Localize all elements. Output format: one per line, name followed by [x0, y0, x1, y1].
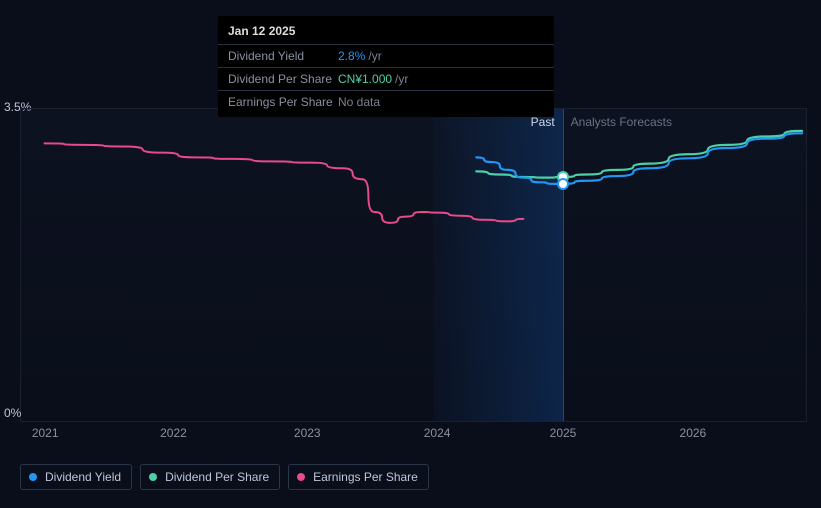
legend-item[interactable]: Dividend Per Share [140, 464, 280, 490]
series-line [45, 143, 524, 223]
chart-lines-svg [21, 109, 806, 421]
x-axis-tick: 2026 [680, 426, 707, 440]
chart-legend: Dividend Yield Dividend Per Share Earnings… [20, 464, 429, 490]
legend-item[interactable]: Dividend Yield [20, 464, 132, 490]
x-axis-tick: 2021 [32, 426, 59, 440]
x-axis-tick: 2025 [550, 426, 577, 440]
x-axis: 2021 2022 2023 2024 2025 2026 [20, 426, 807, 446]
tooltip-row-value: No data [338, 95, 380, 109]
chart-plot-area: Past Analysts Forecasts [20, 108, 807, 422]
chart-tooltip: Jan 12 2025 Dividend Yield2.8%/yrDividen… [218, 16, 554, 117]
legend-label: Dividend Yield [45, 470, 121, 484]
series-line [476, 131, 802, 178]
legend-dot-icon [149, 473, 157, 481]
tooltip-row-label: Dividend Per Share [228, 72, 338, 86]
tooltip-row-value: CN¥1.000 [338, 72, 392, 86]
legend-item[interactable]: Earnings Per Share [288, 464, 429, 490]
tooltip-date: Jan 12 2025 [218, 16, 554, 45]
x-axis-tick: 2024 [424, 426, 451, 440]
x-axis-tick: 2023 [294, 426, 321, 440]
series-marker [559, 180, 567, 188]
tooltip-row-unit: /yr [395, 72, 408, 86]
legend-label: Earnings Per Share [313, 470, 418, 484]
legend-dot-icon [29, 473, 37, 481]
tooltip-row-label: Dividend Yield [228, 49, 338, 63]
tooltip-row-label: Earnings Per Share [228, 95, 338, 109]
tooltip-row-unit: /yr [368, 49, 381, 63]
x-axis-tick: 2022 [160, 426, 187, 440]
tooltip-row: Dividend Per ShareCN¥1.000/yr [218, 68, 554, 91]
legend-label: Dividend Per Share [165, 470, 269, 484]
y-axis-bottom-label: 0% [4, 406, 21, 420]
legend-dot-icon [297, 473, 305, 481]
tooltip-row: Earnings Per ShareNo data [218, 91, 554, 117]
tooltip-row-value: 2.8% [338, 49, 365, 63]
tooltip-row: Dividend Yield2.8%/yr [218, 45, 554, 68]
